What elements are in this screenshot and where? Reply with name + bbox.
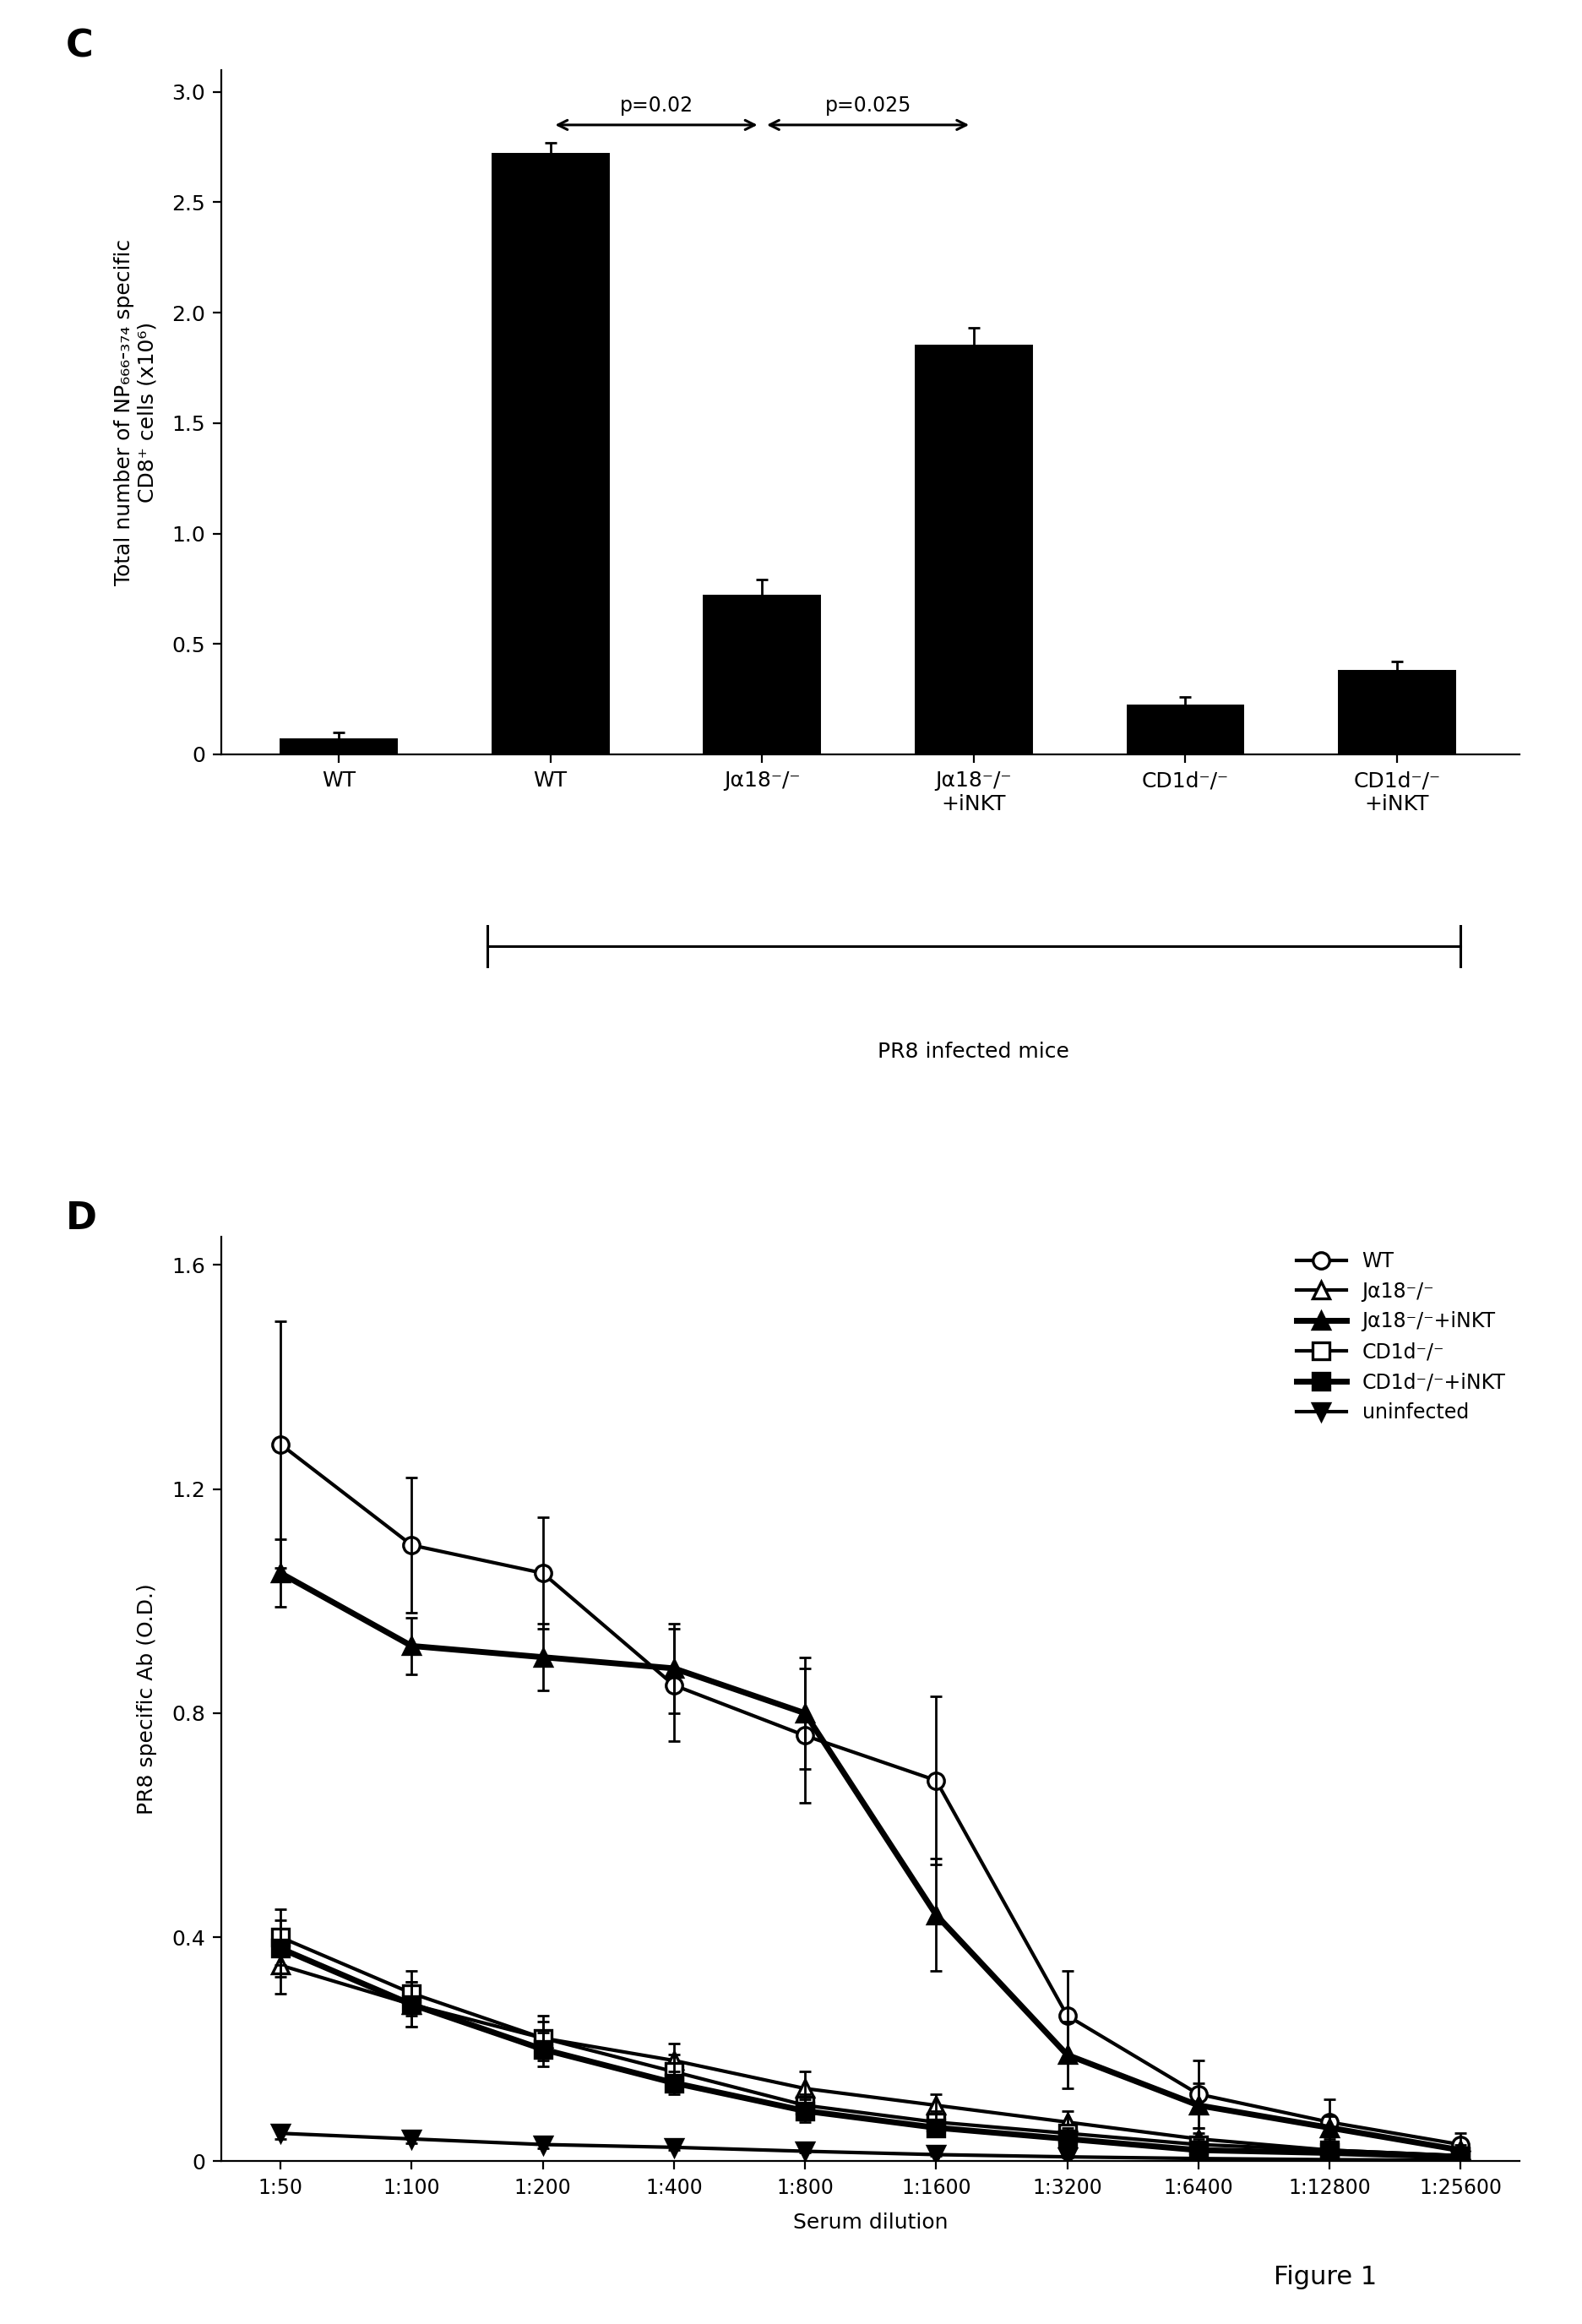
CD1d⁻/⁻	[1057, 2119, 1076, 2147]
Y-axis label: PR8 specific Ab (O.D.): PR8 specific Ab (O.D.)	[138, 1583, 157, 1815]
Line: Jα18⁻/⁻: Jα18⁻/⁻	[272, 1957, 1468, 2164]
uninfected	[664, 2133, 683, 2161]
Bar	[704, 595, 819, 755]
Jα18⁻/⁻+iNKT	[1451, 2136, 1470, 2164]
WT	[271, 1429, 290, 1457]
X-axis label: Serum dilution: Serum dilution	[793, 2212, 948, 2233]
Text: p=0.025: p=0.025	[824, 95, 911, 116]
uninfected	[925, 2140, 944, 2168]
CD1d⁻/⁻	[796, 2092, 815, 2119]
CD1d⁻/⁻+iNKT	[1057, 2124, 1076, 2152]
CD1d⁻/⁻	[1188, 2131, 1207, 2159]
Jα18⁻/⁻	[1057, 2108, 1076, 2136]
Bar	[492, 153, 609, 755]
CD1d⁻/⁻	[664, 2057, 683, 2085]
Jα18⁻/⁻+iNKT	[1319, 2115, 1338, 2143]
Jα18⁻/⁻	[271, 1952, 290, 1980]
CD1d⁻/⁻	[271, 1924, 290, 1952]
Jα18⁻/⁻	[1451, 2143, 1470, 2171]
uninfected	[1188, 2145, 1207, 2173]
WT	[402, 1532, 421, 1559]
Jα18⁻/⁻	[1319, 2136, 1338, 2164]
Line: Jα18⁻/⁻+iNKT: Jα18⁻/⁻+iNKT	[272, 1564, 1468, 2159]
Jα18⁻/⁻+iNKT	[533, 1643, 552, 1671]
uninfected	[533, 2131, 552, 2159]
Jα18⁻/⁻+iNKT	[796, 1699, 815, 1727]
CD1d⁻/⁻+iNKT	[271, 1934, 290, 1961]
WT	[925, 1766, 944, 1794]
uninfected	[1057, 2143, 1076, 2171]
Jα18⁻/⁻+iNKT	[402, 1631, 421, 1659]
uninfected	[796, 2138, 815, 2166]
Y-axis label: Total number of NP₆₆₆-₃₇₄ specific
CD8⁺ cells (x10⁶): Total number of NP₆₆₆-₃₇₄ specific CD8⁺ …	[114, 239, 157, 586]
Bar	[280, 739, 397, 755]
Jα18⁻/⁻	[796, 2075, 815, 2103]
Text: p=0.02: p=0.02	[619, 95, 693, 116]
Jα18⁻/⁻+iNKT	[925, 1901, 944, 1929]
WT	[1057, 2001, 1076, 2029]
CD1d⁻/⁻	[1319, 2136, 1338, 2164]
CD1d⁻/⁻	[533, 2024, 552, 2052]
CD1d⁻/⁻+iNKT	[1319, 2138, 1338, 2166]
Jα18⁻/⁻	[1188, 2124, 1207, 2152]
CD1d⁻/⁻+iNKT	[402, 1992, 421, 2020]
Legend: WT, Jα18⁻/⁻, Jα18⁻/⁻+iNKT, CD1d⁻/⁻, CD1d⁻/⁻+iNKT, uninfected: WT, Jα18⁻/⁻, Jα18⁻/⁻+iNKT, CD1d⁻/⁻, CD1d…	[1288, 1243, 1512, 1432]
uninfected	[1319, 2145, 1338, 2173]
CD1d⁻/⁻+iNKT	[533, 2036, 552, 2064]
Text: Figure 1: Figure 1	[1274, 2264, 1376, 2289]
Jα18⁻/⁻	[925, 2092, 944, 2119]
WT	[796, 1722, 815, 1750]
WT	[533, 1559, 552, 1587]
Jα18⁻/⁻	[533, 2024, 552, 2052]
Bar	[1338, 669, 1454, 755]
Line: CD1d⁻/⁻: CD1d⁻/⁻	[272, 1929, 1468, 2164]
CD1d⁻/⁻+iNKT	[1451, 2143, 1470, 2171]
CD1d⁻/⁻+iNKT	[664, 2068, 683, 2096]
CD1d⁻/⁻	[402, 1980, 421, 2008]
Jα18⁻/⁻+iNKT	[664, 1655, 683, 1683]
CD1d⁻/⁻+iNKT	[925, 2115, 944, 2143]
WT	[664, 1671, 683, 1699]
CD1d⁻/⁻+iNKT	[796, 2096, 815, 2124]
WT	[1188, 2080, 1207, 2108]
Jα18⁻/⁻	[664, 2047, 683, 2075]
Jα18⁻/⁻+iNKT	[271, 1559, 290, 1587]
Bar	[1126, 706, 1243, 755]
CD1d⁻/⁻+iNKT	[1188, 2136, 1207, 2164]
Jα18⁻/⁻+iNKT	[1057, 2040, 1076, 2068]
Jα18⁻/⁻	[402, 1992, 421, 2020]
CD1d⁻/⁻	[1451, 2143, 1470, 2171]
Text: D: D	[66, 1199, 97, 1236]
uninfected	[271, 2119, 290, 2147]
WT	[1319, 2108, 1338, 2136]
uninfected	[1451, 2147, 1470, 2175]
Text: PR8 infected mice: PR8 infected mice	[878, 1041, 1069, 1062]
Line: uninfected: uninfected	[272, 2124, 1468, 2168]
Bar	[914, 346, 1031, 755]
CD1d⁻/⁻	[925, 2108, 944, 2136]
Text: C: C	[66, 28, 93, 65]
WT	[1451, 2131, 1470, 2159]
Line: CD1d⁻/⁻+iNKT: CD1d⁻/⁻+iNKT	[272, 1941, 1468, 2166]
Jα18⁻/⁻+iNKT	[1188, 2092, 1207, 2119]
Line: WT: WT	[272, 1436, 1468, 2152]
uninfected	[402, 2124, 421, 2152]
